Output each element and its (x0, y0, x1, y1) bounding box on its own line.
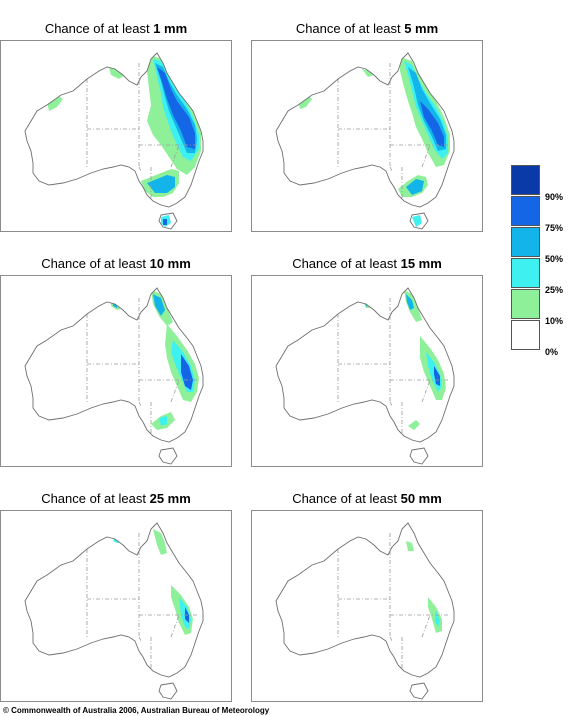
mainland-land (276, 523, 454, 677)
mainland-coastline (275, 52, 455, 208)
legend-swatch-0-10 (511, 320, 540, 350)
panel-title-prefix: Chance of at least (292, 256, 401, 271)
probability-region (153, 529, 167, 555)
panel-title: Chance of at least 25 mm (0, 490, 232, 508)
tasmania-coastline (409, 682, 429, 700)
panel-title: Chance of at least 15 mm (251, 255, 483, 273)
probability-region (434, 366, 440, 386)
panel-title-prefix: Chance of at least (41, 256, 150, 271)
legend-label-75: 75% (545, 223, 564, 233)
australia-map (24, 52, 204, 230)
mainland-land (276, 288, 454, 442)
probability-region (157, 67, 195, 149)
legend-label-0: 0% (545, 347, 559, 357)
state-border (170, 144, 180, 168)
tasmania-coastline (409, 447, 429, 465)
probability-region (298, 95, 312, 109)
panel-title: Chance of at least 10 mm (0, 255, 232, 273)
probability-region (420, 101, 444, 147)
tasmania-coastline (158, 447, 178, 465)
probability-region (181, 354, 193, 390)
tasmania-land (410, 683, 428, 699)
state-border (421, 144, 431, 168)
probability-region (153, 294, 165, 316)
probability-region (408, 420, 420, 430)
state-border (138, 166, 142, 172)
state-border (389, 401, 393, 407)
legend-label-10: 10% (545, 316, 564, 326)
probability-legend: 90% 75% 50% 25% 10% 0% (511, 165, 569, 360)
copyright-footer: © Commonwealth of Australia 2006, Austra… (3, 706, 270, 715)
mainland-coastline (275, 287, 455, 443)
state-border (170, 614, 180, 638)
panel-title: Chance of at least 5 mm (251, 20, 483, 38)
probability-region (406, 294, 414, 310)
probability-regions (362, 290, 446, 430)
probability-region (163, 219, 167, 225)
australia-map (24, 287, 204, 465)
australia-map (275, 522, 455, 700)
australia-map (275, 287, 455, 465)
state-border (421, 614, 431, 638)
legend-label-90: 90% (545, 192, 564, 202)
legend-label-50: 50% (545, 254, 564, 264)
probability-regions (298, 57, 450, 227)
rain-probability-map (0, 40, 232, 232)
panel-title-amount: 50 mm (400, 491, 442, 506)
rain-probability-map (251, 510, 483, 702)
mainland-coastline (24, 52, 204, 208)
probability-region (406, 541, 414, 551)
mainland-land (25, 288, 203, 442)
panel-title-prefix: Chance of at least (292, 491, 401, 506)
tasmania-land (159, 448, 177, 464)
panel-title-prefix: Chance of at least (44, 21, 154, 36)
state-border (138, 401, 142, 407)
mainland-coastline (275, 522, 455, 678)
probability-region (109, 67, 125, 79)
australia-map (275, 52, 455, 230)
rain-probability-map (251, 275, 483, 467)
tasmania-coastline (409, 212, 429, 230)
legend-label-25: 25% (545, 285, 564, 295)
panel-title-amount: 5 mm (404, 21, 439, 36)
probability-regions (111, 290, 199, 430)
panel-title-prefix: Chance of at least (41, 491, 150, 506)
state-border (421, 379, 431, 403)
legend-swatch-90-100 (511, 165, 540, 195)
panel-title: Chance of at least 1 mm (0, 20, 232, 38)
mainland-coastline (24, 522, 204, 678)
state-border (138, 636, 142, 642)
panel-title: Chance of at least 50 mm (251, 490, 483, 508)
probability-region (147, 175, 175, 193)
legend-swatch-10-25 (511, 289, 540, 319)
panel-title-amount: 1 mm (153, 21, 188, 36)
panel-title-prefix: Chance of at least (295, 21, 405, 36)
tasmania-land (410, 448, 428, 464)
australia-map (24, 522, 204, 700)
mainland-coastline (24, 287, 204, 443)
rain-probability-map (251, 40, 483, 232)
legend-swatch-75-90 (511, 196, 540, 226)
rain-probability-map (0, 275, 232, 467)
panel-title-amount: 15 mm (400, 256, 442, 271)
state-border (389, 636, 393, 642)
tasmania-coastline (158, 212, 178, 230)
legend-swatch-50-75 (511, 227, 540, 257)
panel-title-amount: 10 mm (149, 256, 191, 271)
tasmania-land (159, 683, 177, 699)
panel-title-amount: 25 mm (149, 491, 191, 506)
probability-region (159, 416, 167, 426)
legend-swatch-25-50 (511, 258, 540, 288)
state-border (389, 166, 393, 172)
mainland-land (25, 523, 203, 677)
probability-region (362, 69, 374, 77)
probability-region (412, 215, 422, 227)
probability-region (406, 179, 424, 195)
tasmania-coastline (158, 682, 178, 700)
rain-probability-map (0, 510, 232, 702)
state-border (170, 379, 180, 403)
